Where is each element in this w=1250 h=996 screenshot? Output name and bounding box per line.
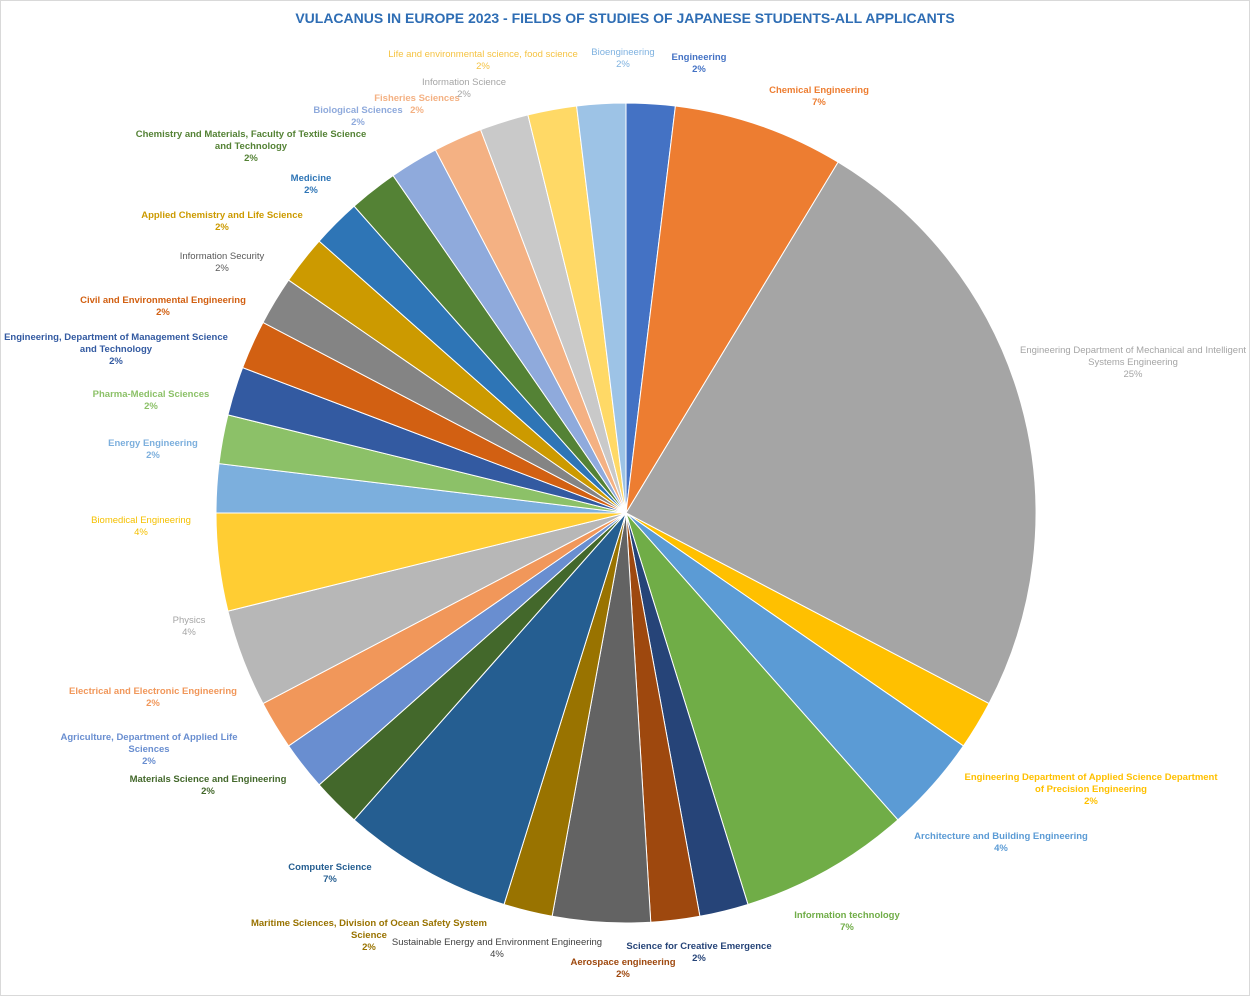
- slice-value: 2%: [215, 263, 229, 274]
- chart-title: VULACANUS IN EUROPE 2023 - FIELDS OF STU…: [295, 10, 955, 26]
- slice-label: Sustainable Energy and Environment Engin…: [382, 937, 612, 961]
- slice-name: Physics: [172, 615, 206, 626]
- slice-value: 2%: [244, 153, 258, 164]
- slice-label: Architecture and Building Engineering 4%: [901, 831, 1101, 855]
- slice-name: Civil and Environmental Engineering: [80, 295, 246, 306]
- slice-label: Medicine 2%: [271, 173, 351, 197]
- slice-name: Life and environmental science, food sci…: [388, 49, 578, 60]
- slice-value: 4%: [134, 527, 148, 538]
- slice-value: 2%: [1084, 796, 1098, 807]
- slice-label: Maritime Sciences, Division of Ocean Saf…: [249, 918, 489, 954]
- slice-label: Information Science 2%: [404, 77, 524, 101]
- slice-name: Applied Chemistry and Life Science: [141, 210, 303, 221]
- slice-label: Fisheries Sciences 2%: [367, 93, 467, 117]
- slice-name: Electrical and Electronic Engineering: [69, 686, 237, 697]
- slice-value: 2%: [616, 59, 630, 70]
- pie-slice: [353, 512, 627, 906]
- slice-label: Aerospace engineering 2%: [553, 957, 693, 981]
- slice-name: Information Security: [179, 251, 265, 262]
- slice-label: Engineering 2%: [639, 52, 759, 76]
- slice-name: Maritime Sciences, Division of Ocean Saf…: [250, 918, 487, 941]
- slice-name: Sustainable Energy and Environment Engin…: [391, 937, 603, 948]
- slice-value: 4%: [182, 627, 196, 638]
- slice-label: Applied Chemistry and Life Science 2%: [137, 210, 307, 234]
- slice-name: Engineering: [671, 52, 727, 63]
- slice-value: 2%: [616, 969, 630, 980]
- slice-value: 2%: [144, 401, 158, 412]
- pie-slice: [576, 102, 627, 514]
- slice-value: 2%: [201, 786, 215, 797]
- pie-slice: [625, 105, 839, 514]
- slice-label: Science for Creative Emergence 2%: [619, 941, 779, 965]
- slice-name: Engineering Department of Applied Scienc…: [964, 772, 1218, 795]
- slice-label: Chemical Engineering 7%: [749, 85, 889, 109]
- slice-name: Engineering Department of Mechanical and…: [1019, 345, 1247, 368]
- slice-value: 2%: [692, 64, 706, 75]
- slice-value: 2%: [476, 61, 490, 72]
- slice-name: Computer Science: [288, 862, 372, 873]
- slice-value: 2%: [457, 89, 471, 100]
- slice-value: 4%: [994, 843, 1008, 854]
- slice-label: Life and environmental science, food sci…: [373, 49, 593, 73]
- slice-value: 2%: [146, 698, 160, 709]
- slice-label: Information Security 2%: [152, 251, 292, 275]
- slice-name: Energy Engineering: [108, 438, 198, 449]
- slice-value: 2%: [156, 307, 170, 318]
- slice-value: 2%: [146, 450, 160, 461]
- slice-label: Energy Engineering 2%: [93, 438, 213, 462]
- slice-label: Biological Sciences 2%: [308, 105, 408, 129]
- slice-value: 7%: [323, 874, 337, 885]
- slice-value: 2%: [142, 756, 156, 767]
- slice-name: Engineering, Department of Management Sc…: [4, 332, 228, 355]
- slice-label: Engineering, Department of Management Sc…: [0, 332, 236, 368]
- slice-name: Materials Science and Engineering: [129, 774, 287, 785]
- slice-value: 2%: [304, 185, 318, 196]
- slice-name: Agriculture, Department of Applied Life …: [60, 732, 238, 755]
- slice-label: Information technology 7%: [767, 910, 927, 934]
- slice-name: Chemical Engineering: [769, 85, 869, 96]
- slice-label: Biomedical Engineering 4%: [71, 515, 211, 539]
- slice-name: Bioengineering: [591, 47, 655, 58]
- slice-name: Aerospace engineering: [570, 957, 676, 968]
- slice-value: 2%: [215, 222, 229, 233]
- slice-name: Fisheries Sciences: [374, 93, 460, 104]
- slice-label: Engineering Department of Mechanical and…: [1008, 345, 1250, 381]
- slice-name: Information technology: [794, 910, 900, 921]
- slice-label: Chemistry and Materials, Faculty of Text…: [131, 129, 371, 165]
- slice-name: Chemistry and Materials, Faculty of Text…: [135, 129, 367, 152]
- slice-label: Electrical and Electronic Engineering 2%: [63, 686, 243, 710]
- slice-value: 2%: [351, 117, 365, 128]
- slice-label: Agriculture, Department of Applied Life …: [39, 732, 259, 768]
- slice-value: 2%: [109, 356, 123, 367]
- slice-name: Pharma-Medical Sciences: [92, 389, 210, 400]
- slice-label: Pharma-Medical Sciences 2%: [86, 389, 216, 413]
- slice-value: 25%: [1123, 369, 1143, 380]
- slice-name: Architecture and Building Engineering: [914, 831, 1088, 842]
- slice-label: Civil and Environmental Engineering 2%: [68, 295, 258, 319]
- slice-label: Physics 4%: [149, 615, 229, 639]
- slice-name: Biological Sciences: [313, 105, 403, 116]
- pie-slice: [625, 512, 899, 906]
- slice-name: Biomedical Engineering: [91, 515, 191, 526]
- slice-value: 7%: [840, 922, 854, 933]
- slice-label: Computer Science 7%: [260, 862, 400, 886]
- slice-name: Information Science: [422, 77, 506, 88]
- slice-label: Engineering Department of Applied Scienc…: [961, 772, 1221, 808]
- slice-value: 4%: [490, 949, 504, 960]
- slice-value: 7%: [812, 97, 826, 108]
- slice-label: Materials Science and Engineering 2%: [123, 774, 293, 798]
- slice-value: 2%: [362, 942, 376, 953]
- slice-value: 2%: [692, 953, 706, 964]
- slice-label: Bioengineering 2%: [573, 47, 673, 71]
- pie-slice: [625, 161, 1037, 705]
- slice-value: 2%: [410, 105, 424, 116]
- slice-name: Medicine: [290, 173, 332, 184]
- slice-name: Science for Creative Emergence: [626, 941, 772, 952]
